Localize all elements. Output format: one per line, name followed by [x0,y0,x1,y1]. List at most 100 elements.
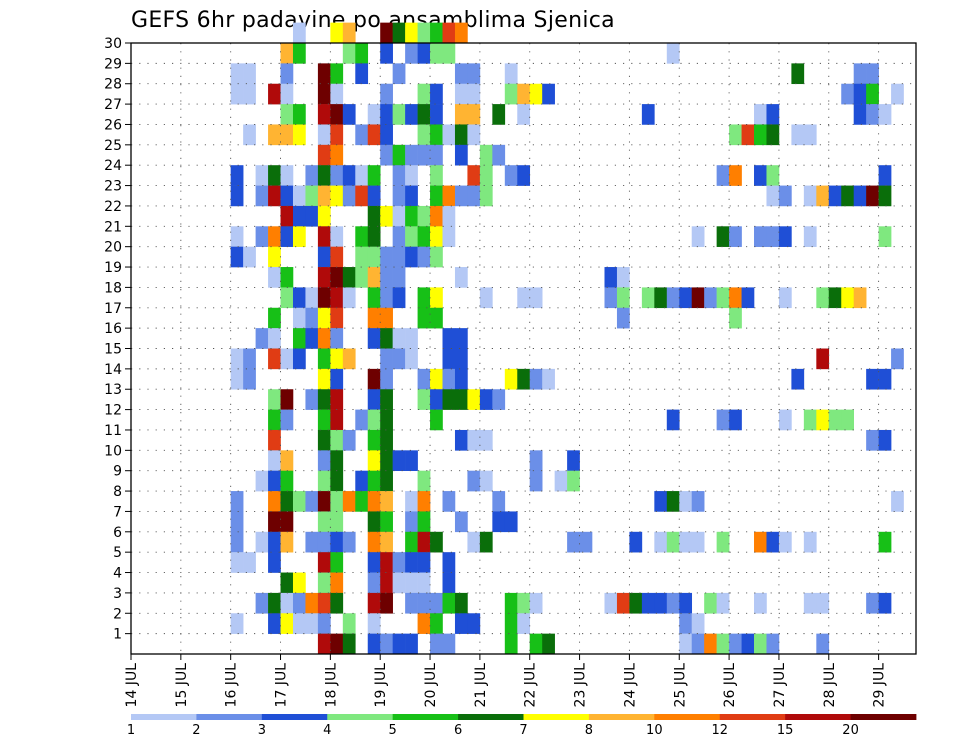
heatmap-cell [292,307,306,329]
heatmap-cell [828,185,842,207]
y-tick-label: 9 [113,464,122,480]
colorbar-swatch [850,714,917,720]
heatmap-cell [317,328,331,349]
heatmap-cell [791,124,805,146]
heatmap-cell [380,552,393,573]
heatmap-cell [405,491,418,512]
y-tick-label: 6 [113,525,122,541]
heatmap-cell [891,491,904,512]
heatmap-cell [866,83,879,105]
heatmap-cell [430,287,443,309]
heatmap-cell [529,287,543,309]
heatmap-cell [529,83,543,105]
heatmap-cell [330,389,344,410]
heatmap-cell [878,185,892,207]
heatmap-cell [467,124,481,146]
x-tick-label: 26 JUL [722,663,738,708]
heatmap-cell [467,83,481,105]
heatmap-cell [380,124,393,146]
heatmap-cell [292,22,306,44]
heatmap-cell [330,409,344,431]
heatmap-cell [380,144,393,166]
heatmap-cell [367,205,381,227]
heatmap-cell [442,552,456,573]
heatmap-cell [467,165,481,186]
colorbar-tick-label: 12 [711,723,728,738]
heatmap-cell [305,287,319,309]
heatmap-cell [230,511,244,533]
colorbar-swatch [196,714,263,720]
heatmap-cell [342,531,356,553]
heatmap-cell [280,531,294,553]
heatmap-cell [317,185,331,207]
heatmap-cell [255,592,269,614]
heatmap-cell [317,409,331,431]
heatmap-cell [367,307,381,329]
gridlines [130,42,916,654]
heatmap-cell [454,389,468,410]
colorbar-swatch [785,714,851,720]
heatmap-cell [230,531,244,553]
y-tick-label: 4 [113,566,122,582]
heatmap-cell [392,450,406,471]
heatmap-cell [430,389,443,410]
heatmap-cell [666,287,680,309]
heatmap-cell [317,348,331,370]
heatmap-cell [355,409,369,431]
heatmap-cell [417,613,431,634]
heatmap-cell [317,450,331,471]
heatmap-cell [442,43,456,64]
heatmap-cell [442,368,456,390]
heatmap-cell [417,368,431,390]
heatmap-cell [392,185,406,207]
heatmap-cell [891,348,904,370]
heatmap-cell [654,592,668,614]
heatmap-cell [330,267,344,288]
heatmap-cell [666,531,680,553]
heatmap-cell [243,63,256,85]
heatmap-cell [853,185,867,207]
heatmap-cell [392,205,406,227]
heatmap-cell [430,592,443,614]
x-tick-label: 16 JUL [224,663,240,708]
heatmap-cell [355,470,369,492]
heatmap-cell [367,246,381,268]
heatmap-cell [317,124,331,146]
heatmap-cell [442,328,456,349]
y-tick-label: 2 [113,606,122,622]
heatmap-cell [430,83,443,105]
heatmap-cell [392,328,406,349]
heatmap-cell [405,592,418,614]
heatmap-cell [317,531,331,553]
heatmap-cell [367,429,381,451]
heatmap-cell [405,450,418,471]
heatmap-cell [330,429,344,451]
heatmap-cell [330,287,344,309]
heatmap-cell [280,205,294,227]
heatmap-cell [853,83,867,105]
heatmap-cell [454,348,468,370]
heatmap-cell [691,226,705,247]
heatmap-cell [504,592,518,614]
heatmap-cell [542,633,555,655]
heatmap-cell [230,185,244,207]
heatmap-cell [442,226,456,247]
heatmap-cell [629,592,643,614]
heatmap-cell [866,429,879,451]
x-tick-label: 14 JUL [124,663,140,708]
heatmap-cell [380,409,393,431]
heatmap-cell [392,572,406,594]
heatmap-cell [816,287,830,309]
heatmap-cell [616,287,630,309]
heatmap-cell [330,348,344,370]
heatmap-cell [878,531,892,553]
heatmap-cell [741,124,755,146]
heatmap-cell [803,185,817,207]
heatmap-cell [280,165,294,186]
heatmap-cell [417,144,431,166]
heatmap-cell [230,63,244,85]
heatmap-cell [268,226,281,247]
heatmap-cell [467,470,481,492]
x-tick-label: 25 JUL [672,663,688,708]
heatmap-cell [367,409,381,431]
